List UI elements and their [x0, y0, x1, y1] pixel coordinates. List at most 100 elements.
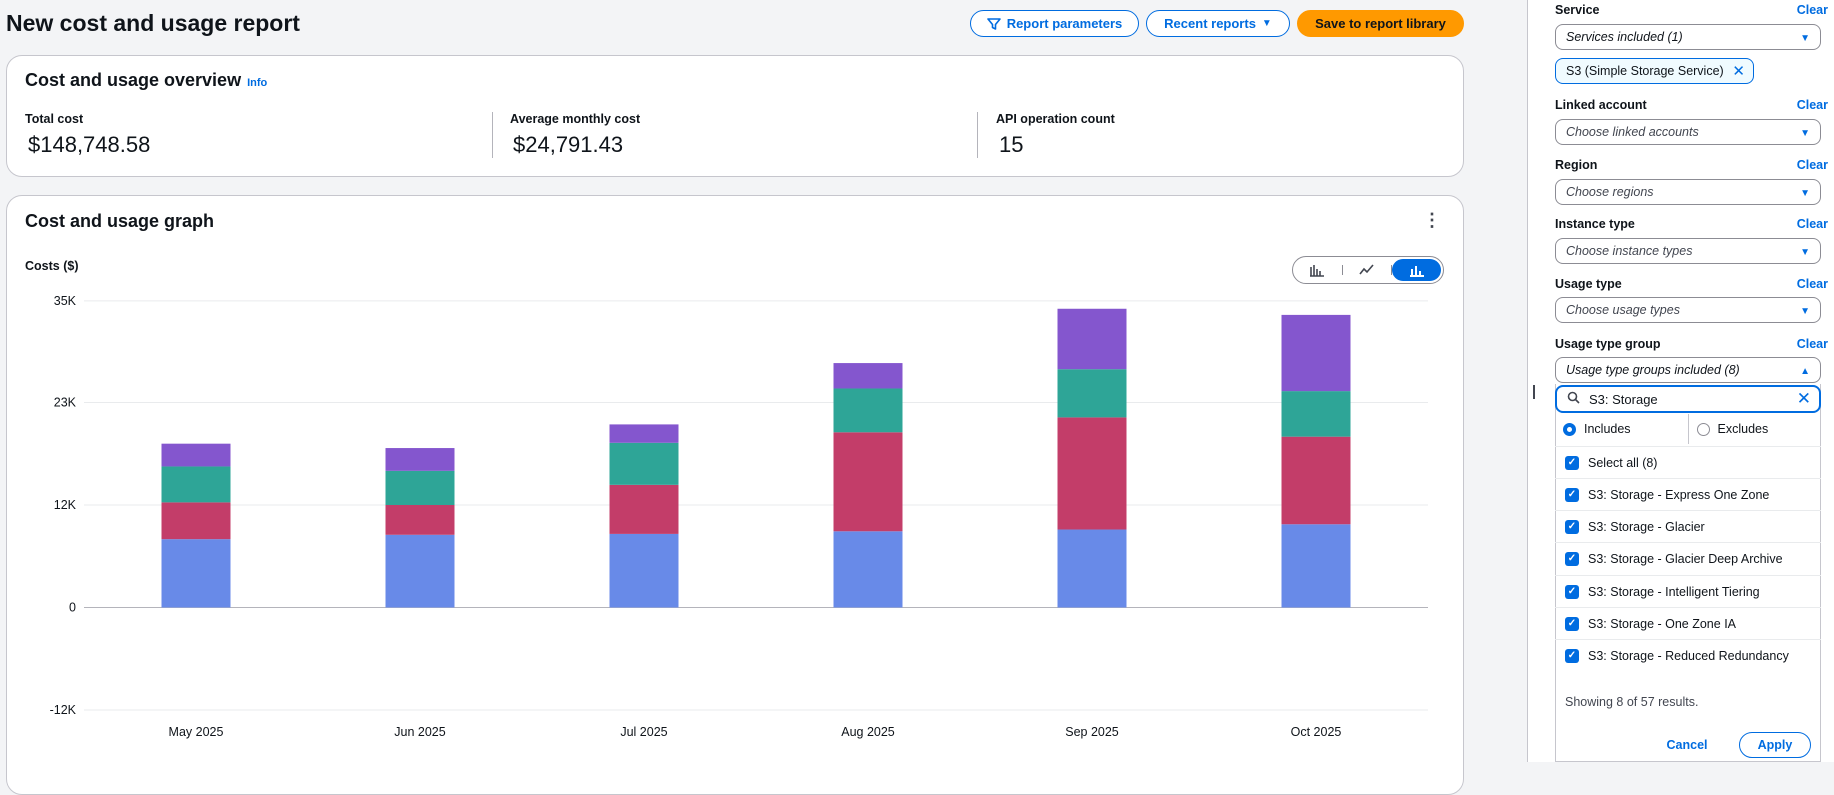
- checkbox-checked-icon: ✓: [1565, 487, 1579, 502]
- checkbox-checked-icon: ✓: [1565, 648, 1579, 663]
- apply-button[interactable]: Apply: [1739, 732, 1811, 758]
- overview-title: Cost and usage overview Info: [25, 70, 267, 91]
- usage-type-clear-link[interactable]: Clear: [1796, 277, 1828, 291]
- linked-account-label: Linked account: [1555, 98, 1647, 112]
- caret-down-icon: ▼: [1800, 247, 1810, 258]
- checkbox-checked-icon: ✓: [1565, 519, 1579, 534]
- save-label: Save to report library: [1315, 16, 1446, 31]
- excludes-label: Excludes: [1717, 422, 1769, 436]
- usage-type-label: Usage type: [1555, 277, 1622, 291]
- checkbox-checked-icon: ✓: [1565, 455, 1579, 470]
- usage-type-group-option[interactable]: ✓ S3: Storage - Reduced Redundancy: [1555, 639, 1821, 671]
- overview-card: Cost and usage overview Info Total cost $…: [6, 55, 1464, 177]
- usage-type-select[interactable]: Choose usage types ▼: [1555, 297, 1821, 323]
- service-token-label: S3 (Simple Storage Service): [1566, 64, 1724, 78]
- save-to-library-button[interactable]: Save to report library: [1297, 10, 1464, 37]
- report-parameters-button[interactable]: Report parameters: [970, 10, 1139, 37]
- toggle-separator: [1391, 265, 1393, 275]
- service-token: S3 (Simple Storage Service) ✕: [1555, 58, 1754, 84]
- include-exclude-toggle: Includes Excludes: [1555, 414, 1821, 444]
- option-label: S3: Storage - Express One Zone: [1588, 487, 1770, 502]
- recent-reports-button[interactable]: Recent reports ▼: [1146, 10, 1290, 37]
- info-link[interactable]: Info: [247, 77, 268, 89]
- metric-average-monthly-cost: Average monthly cost $24,791.43: [510, 112, 640, 158]
- radio-unselected-icon: [1696, 422, 1710, 436]
- service-label: Service: [1555, 3, 1600, 17]
- instance-type-select[interactable]: Choose instance types ▼: [1555, 238, 1821, 264]
- region-label: Region: [1555, 158, 1598, 172]
- service-select[interactable]: Services included (1) ▼: [1555, 24, 1821, 50]
- usage-type-group-option[interactable]: ✓ S3: Storage - Intelligent Tiering: [1555, 575, 1821, 607]
- select-all-option[interactable]: ✓ Select all (8): [1555, 446, 1821, 478]
- clear-search-icon[interactable]: ✕: [1796, 389, 1811, 408]
- metric-value: $24,791.43: [513, 132, 624, 157]
- stacked-bar-icon[interactable]: [1392, 259, 1442, 281]
- usage-type-group-clear-link[interactable]: Clear: [1796, 337, 1828, 351]
- linked-account-select[interactable]: Choose linked accounts ▼: [1555, 119, 1821, 145]
- filter-icon: [986, 17, 1001, 30]
- usage-type-group-option[interactable]: ✓ S3: Storage - Glacier: [1555, 510, 1821, 542]
- metric-api-operation-count: API operation count 15: [996, 112, 1115, 158]
- page-title: New cost and usage report: [6, 10, 300, 36]
- remove-token-icon[interactable]: ✕: [1732, 63, 1745, 80]
- filters-panel: Service Clear Services included (1) ▼ S3…: [1527, 0, 1834, 762]
- radio-selected-icon: [1563, 422, 1576, 436]
- option-label: S3: Storage - Glacier Deep Archive: [1588, 551, 1783, 566]
- metric-value: 15: [999, 132, 1024, 157]
- more-options-icon[interactable]: ⋮: [1423, 210, 1441, 230]
- caret-down-icon: ▼: [1800, 306, 1810, 317]
- region-select[interactable]: Choose regions ▼: [1555, 179, 1821, 205]
- cancel-button[interactable]: Cancel: [1666, 738, 1708, 752]
- instance-type-placeholder: Choose instance types: [1566, 244, 1693, 258]
- usage-type-group-option[interactable]: ✓ S3: Storage - Glacier Deep Archive: [1555, 542, 1821, 574]
- metric-label: API operation count: [996, 112, 1115, 126]
- graph-title: Cost and usage graph: [25, 211, 215, 231]
- option-label: S3: Storage - Reduced Redundancy: [1588, 648, 1789, 663]
- region-clear-link[interactable]: Clear: [1796, 158, 1828, 172]
- usage-type-group-option[interactable]: ✓ S3: Storage - One Zone IA: [1555, 607, 1821, 639]
- caret-down-icon: ▼: [1261, 18, 1272, 29]
- caret-down-icon: ▼: [1800, 188, 1810, 199]
- bar-chart-icon[interactable]: [1293, 259, 1342, 281]
- usage-type-group-value: Usage type groups included (8): [1566, 363, 1740, 377]
- linked-account-clear-link[interactable]: Clear: [1796, 98, 1828, 112]
- checkbox-checked-icon: ✓: [1565, 551, 1579, 566]
- usage-type-group-option[interactable]: ✓ S3: Storage - Express One Zone: [1555, 478, 1821, 510]
- chart-type-toggle: [1292, 256, 1444, 284]
- service-select-value: Services included (1): [1566, 30, 1683, 44]
- metric-divider: [492, 112, 493, 158]
- usage-type-group-search[interactable]: S3: Storage ✕: [1555, 385, 1821, 413]
- instance-type-label: Instance type: [1555, 217, 1635, 231]
- includes-label: Includes: [1584, 422, 1631, 436]
- excludes-radio[interactable]: Excludes: [1689, 414, 1822, 444]
- caret-down-icon: ▼: [1800, 128, 1810, 139]
- results-count: Showing 8 of 57 results.: [1565, 695, 1699, 709]
- caret-up-icon: ▲: [1800, 366, 1810, 377]
- metric-divider: [977, 112, 978, 158]
- overview-title-text: Cost and usage overview: [25, 70, 242, 90]
- usage-type-placeholder: Choose usage types: [1566, 303, 1680, 317]
- recent-reports-label: Recent reports: [1164, 16, 1256, 31]
- metric-total-cost: Total cost $148,748.58: [25, 112, 150, 158]
- line-chart-icon[interactable]: [1343, 259, 1392, 281]
- caret-down-icon: ▼: [1800, 33, 1810, 44]
- panel-resize-handle[interactable]: [1533, 385, 1535, 399]
- graph-card: Cost and usage graph: [6, 195, 1464, 795]
- option-label: S3: Storage - One Zone IA: [1588, 616, 1736, 631]
- region-placeholder: Choose regions: [1566, 185, 1654, 199]
- main-content: New cost and usage report Report paramet…: [6, 10, 1464, 795]
- usage-type-group-select[interactable]: Usage type groups included (8) ▲: [1555, 357, 1821, 383]
- option-label: S3: Storage - Intelligent Tiering: [1588, 584, 1760, 599]
- search-value: S3: Storage: [1589, 391, 1658, 407]
- option-label: S3: Storage - Glacier: [1588, 519, 1705, 534]
- metric-label: Average monthly cost: [510, 112, 641, 126]
- instance-type-clear-link[interactable]: Clear: [1796, 217, 1828, 231]
- metric-label: Total cost: [25, 112, 84, 126]
- toggle-separator: [1341, 265, 1343, 275]
- linked-account-placeholder: Choose linked accounts: [1566, 125, 1699, 139]
- search-icon: [1567, 391, 1580, 407]
- option-label: Select all (8): [1588, 455, 1658, 470]
- includes-radio[interactable]: Includes: [1555, 414, 1689, 444]
- service-clear-link[interactable]: Clear: [1796, 3, 1828, 17]
- checkbox-checked-icon: ✓: [1565, 616, 1579, 631]
